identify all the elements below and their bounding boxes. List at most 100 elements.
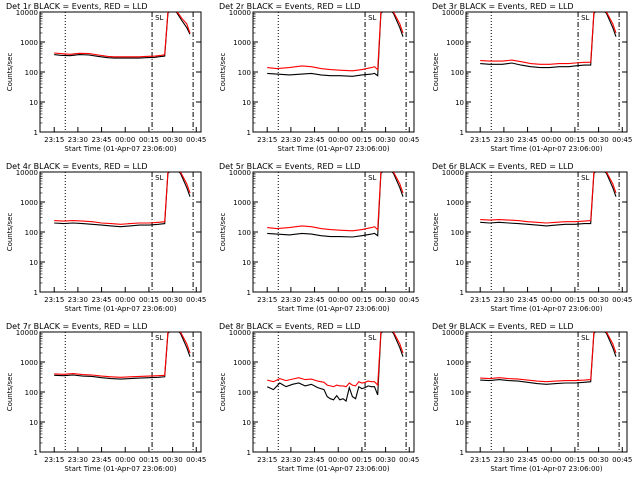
x-tick-label: 23:15 xyxy=(470,296,490,304)
y-tick-label: 1 xyxy=(34,449,38,457)
x-tick-label: 00:45 xyxy=(186,456,206,464)
y-tick-label: 100 xyxy=(25,69,38,77)
x-tick-label: 00:00 xyxy=(328,136,348,144)
plot-frame xyxy=(465,171,628,293)
plot-frame xyxy=(252,11,415,133)
y-tick-label: 1000 xyxy=(446,199,464,207)
x-tick-label: 23:45 xyxy=(517,136,537,144)
y-axis-label: Counts/sec xyxy=(219,213,227,252)
x-tick-label: 00:30 xyxy=(588,136,608,144)
y-tick-label: 1 xyxy=(460,129,464,137)
y-tick-label: 1 xyxy=(247,129,251,137)
x-tick-label: 00:15 xyxy=(565,296,585,304)
x-axis-label: Start Time (01-Apr-07 23:06:00) xyxy=(490,465,602,473)
events-series-line xyxy=(267,12,404,77)
y-axis-label: Counts/sec xyxy=(432,53,440,92)
y-tick-label: 1 xyxy=(247,449,251,457)
plot-frame xyxy=(465,11,628,133)
lld-series-line xyxy=(54,172,191,225)
panel-title: Det 1r BLACK = Events, RED = LLD xyxy=(6,2,148,11)
x-tick-label: 23:30 xyxy=(281,296,301,304)
y-tick-label: 100 xyxy=(451,229,464,237)
y-tick-label: 1 xyxy=(34,129,38,137)
x-tick-label: 23:30 xyxy=(494,456,514,464)
x-tick-label: 23:45 xyxy=(304,136,324,144)
lld-series-line xyxy=(480,332,617,383)
x-tick-label: 23:30 xyxy=(494,136,514,144)
y-tick-label: 1 xyxy=(460,449,464,457)
y-tick-label: 100 xyxy=(238,389,251,397)
y-tick-label: 100 xyxy=(451,69,464,77)
x-tick-label: 23:45 xyxy=(91,456,111,464)
detector-panel-1: Det 1r BLACK = Events, RED = LLD 1 10 100 10… xyxy=(6,2,206,153)
x-axis-label: Start Time (01-Apr-07 23:06:00) xyxy=(490,305,602,313)
y-tick-label: 10 xyxy=(242,259,251,267)
events-series-line xyxy=(480,172,617,227)
x-tick-label: 23:15 xyxy=(470,456,490,464)
x-tick-label: 00:30 xyxy=(375,456,395,464)
plot-frame xyxy=(39,11,202,133)
lld-series-line xyxy=(267,332,404,388)
x-tick-label: 23:45 xyxy=(517,296,537,304)
x-tick-label: 00:30 xyxy=(588,296,608,304)
y-tick-label: 10 xyxy=(455,99,464,107)
sl-annotation: SL xyxy=(155,334,163,342)
plot-area xyxy=(54,172,194,292)
plot-frame xyxy=(39,171,202,293)
plot-frame xyxy=(252,331,415,453)
x-tick-label: 00:15 xyxy=(352,296,372,304)
plot-frame xyxy=(252,171,415,293)
x-tick-label: 00:30 xyxy=(588,456,608,464)
panel-title: Det 8r BLACK = Events, RED = LLD xyxy=(219,322,361,331)
y-tick-label: 100 xyxy=(25,389,38,397)
y-tick-label: 10 xyxy=(242,419,251,427)
x-tick-label: 00:15 xyxy=(139,456,159,464)
x-axis-label: Start Time (01-Apr-07 23:06:00) xyxy=(277,465,389,473)
y-tick-label: 1000 xyxy=(233,199,251,207)
plot-area xyxy=(480,12,620,132)
x-tick-label: 23:15 xyxy=(44,136,64,144)
x-tick-label: 23:45 xyxy=(304,296,324,304)
y-tick-label: 1000 xyxy=(20,199,38,207)
sl-annotation: SL xyxy=(368,14,376,22)
detector-panel-6: Det 6r BLACK = Events, RED = LLD 1 10 100 10… xyxy=(432,162,632,313)
panel-title: Det 3r BLACK = Events, RED = LLD xyxy=(432,2,574,11)
x-tick-label: 00:15 xyxy=(352,136,372,144)
x-axis-label: Start Time (01-Apr-07 23:06:00) xyxy=(64,305,176,313)
y-tick-label: 1 xyxy=(34,289,38,297)
y-tick-label: 10 xyxy=(29,259,38,267)
sl-annotation: SL xyxy=(581,174,589,182)
x-tick-label: 00:15 xyxy=(139,296,159,304)
sl-annotation: SL xyxy=(155,14,163,22)
x-tick-label: 00:30 xyxy=(162,296,182,304)
x-axis-label: Start Time (01-Apr-07 23:06:00) xyxy=(277,145,389,153)
x-tick-label: 00:45 xyxy=(399,296,419,304)
x-tick-label: 00:45 xyxy=(186,296,206,304)
y-tick-label: 10 xyxy=(29,419,38,427)
y-tick-label: 1000 xyxy=(20,359,38,367)
sl-annotation: SL xyxy=(368,334,376,342)
x-tick-label: 23:15 xyxy=(44,456,64,464)
x-tick-label: 00:30 xyxy=(162,136,182,144)
plot-frame xyxy=(465,331,628,453)
x-tick-label: 00:15 xyxy=(565,456,585,464)
x-tick-label: 00:00 xyxy=(115,456,135,464)
x-axis-label: Start Time (01-Apr-07 23:06:00) xyxy=(64,465,176,473)
lld-series-line xyxy=(267,12,404,72)
lld-series-line xyxy=(480,172,617,224)
plot-area xyxy=(54,12,194,132)
x-tick-label: 00:45 xyxy=(612,456,632,464)
events-series-line xyxy=(267,172,404,238)
x-tick-label: 23:30 xyxy=(281,136,301,144)
x-tick-label: 00:00 xyxy=(115,136,135,144)
x-tick-label: 00:45 xyxy=(399,136,419,144)
x-tick-label: 23:15 xyxy=(257,136,277,144)
y-tick-label: 10000 xyxy=(16,169,38,177)
lld-series-line xyxy=(54,12,191,58)
y-tick-label: 1000 xyxy=(233,39,251,47)
y-tick-label: 1000 xyxy=(20,39,38,47)
sl-annotation: SL xyxy=(368,174,376,182)
x-tick-label: 23:30 xyxy=(281,456,301,464)
plot-area xyxy=(480,172,620,292)
